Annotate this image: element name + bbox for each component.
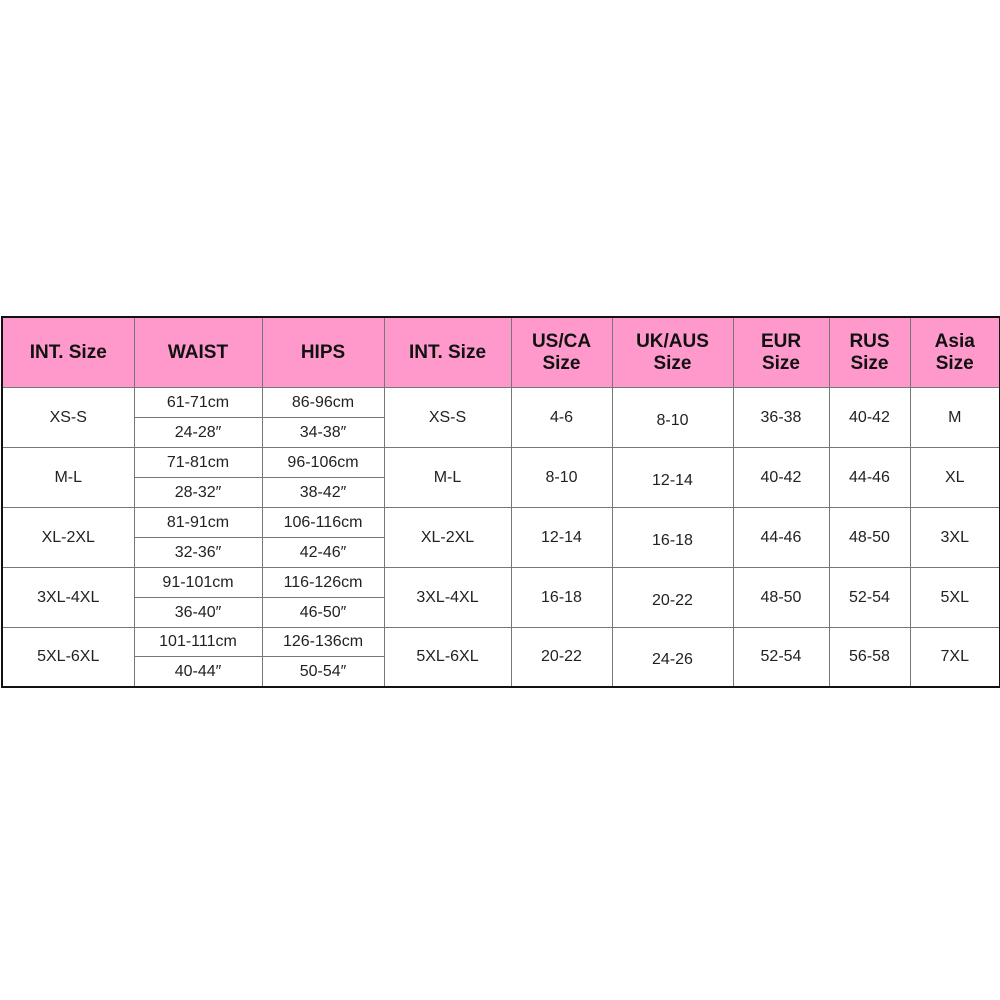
header-rus-size: RUS Size — [828, 316, 911, 388]
cell-us-ca: 8-10 — [510, 447, 613, 508]
cell-waist-cm: 61-71cm — [133, 387, 263, 418]
cell-waist-in: 24-28″ — [133, 417, 263, 448]
table-row: XL-2XL 81-91cm 106-116cm XL-2XL 12-14 16-18 44… — [1, 507, 1000, 568]
header-uk-aus-size: UK/AUS Size — [611, 316, 734, 388]
cell-int-size: 5XL-6XL — [1, 627, 135, 688]
header-int-size: INT. Size — [1, 316, 135, 388]
table-row-sub: 24-28″ 34-38″ — [2, 417, 1000, 448]
cell-int-size: 3XL-4XL — [1, 567, 135, 628]
cell-asia: 3XL — [909, 507, 1000, 568]
cell-waist-in: 28-32″ — [133, 477, 263, 508]
cell-uk-aus: 24-26 — [611, 627, 734, 688]
table-row-sub: 40-44″ 50-54″ — [2, 656, 1000, 688]
cell-int-size-2: 3XL-4XL — [383, 567, 512, 628]
cell-waist-in: 32-36″ — [133, 537, 263, 568]
cell-eur: 36-38 — [732, 387, 830, 448]
cell-waist-cm: 101-111cm — [133, 627, 263, 657]
cell-asia: M — [909, 387, 1000, 448]
cell-eur: 40-42 — [732, 447, 830, 508]
cell-rus: 48-50 — [828, 507, 911, 568]
cell-hips-cm: 126-136cm — [261, 627, 385, 657]
header-eur-size: EUR Size — [732, 316, 830, 388]
cell-asia: 5XL — [909, 567, 1000, 628]
header-asia-size: Asia Size — [909, 316, 1000, 388]
cell-uk-aus: 16-18 — [611, 507, 734, 568]
cell-uk-aus: 20-22 — [611, 567, 734, 628]
cell-hips-in: 38-42″ — [261, 477, 385, 508]
size-chart-table: INT. Size WAIST HIPS INT. Size US/CA Size UK/… — [1, 316, 1000, 688]
cell-eur: 44-46 — [732, 507, 830, 568]
cell-hips-in: 50-54″ — [261, 656, 385, 688]
header-us-ca-size: US/CA Size — [510, 316, 613, 388]
table-body: XS-S 61-71cm 86-96cm XS-S 4-6 8-10 36-38 40-42 M… — [1, 387, 1000, 688]
cell-us-ca: 20-22 — [510, 627, 613, 688]
cell-waist-in: 36-40″ — [133, 597, 263, 628]
header-int-size-2: INT. Size — [383, 316, 512, 388]
cell-us-ca: 16-18 — [510, 567, 613, 628]
table-row-sub: 36-40″ 46-50″ — [2, 597, 1000, 628]
cell-eur: 48-50 — [732, 567, 830, 628]
cell-hips-in: 34-38″ — [261, 417, 385, 448]
header-hips: HIPS — [261, 316, 385, 388]
cell-waist-cm: 81-91cm — [133, 507, 263, 538]
table-row: 3XL-4XL 91-101cm 116-126cm 3XL-4XL 16-18 20-2… — [1, 567, 1000, 628]
cell-us-ca: 4-6 — [510, 387, 613, 448]
cell-uk-aus: 8-10 — [611, 387, 734, 448]
cell-hips-cm: 96-106cm — [261, 447, 385, 478]
cell-rus: 40-42 — [828, 387, 911, 448]
cell-hips-cm: 116-126cm — [261, 567, 385, 598]
cell-rus: 52-54 — [828, 567, 911, 628]
cell-int-size: XS-S — [1, 387, 135, 448]
cell-us-ca: 12-14 — [510, 507, 613, 568]
cell-int-size: XL-2XL — [1, 507, 135, 568]
table-row-sub: 32-36″ 42-46″ — [2, 537, 1000, 568]
cell-waist-cm: 91-101cm — [133, 567, 263, 598]
table-row: M-L 71-81cm 96-106cm M-L 8-10 12-14 40-42 44-46… — [1, 447, 1000, 508]
cell-hips-cm: 106-116cm — [261, 507, 385, 538]
cell-int-size-2: XS-S — [383, 387, 512, 448]
cell-hips-in: 46-50″ — [261, 597, 385, 628]
cell-waist-in: 40-44″ — [133, 656, 263, 688]
cell-rus: 44-46 — [828, 447, 911, 508]
cell-waist-cm: 71-81cm — [133, 447, 263, 478]
table-row: XS-S 61-71cm 86-96cm XS-S 4-6 8-10 36-38 40-42 M — [1, 387, 1000, 448]
cell-hips-in: 42-46″ — [261, 537, 385, 568]
header-waist: WAIST — [133, 316, 263, 388]
cell-asia: 7XL — [909, 627, 1000, 688]
cell-int-size-2: M-L — [383, 447, 512, 508]
cell-eur: 52-54 — [732, 627, 830, 688]
table-row-sub: 28-32″ 38-42″ — [2, 477, 1000, 508]
cell-int-size: M-L — [1, 447, 135, 508]
cell-asia: XL — [909, 447, 1000, 508]
cell-int-size-2: 5XL-6XL — [383, 627, 512, 688]
cell-rus: 56-58 — [828, 627, 911, 688]
table-row: 5XL-6XL 101-111cm 126-136cm 5XL-6XL 20-22 24-… — [1, 627, 1000, 688]
header-row: INT. Size WAIST HIPS INT. Size US/CA Size UK/… — [1, 316, 1000, 388]
cell-int-size-2: XL-2XL — [383, 507, 512, 568]
cell-uk-aus: 12-14 — [611, 447, 734, 508]
cell-hips-cm: 86-96cm — [261, 387, 385, 418]
